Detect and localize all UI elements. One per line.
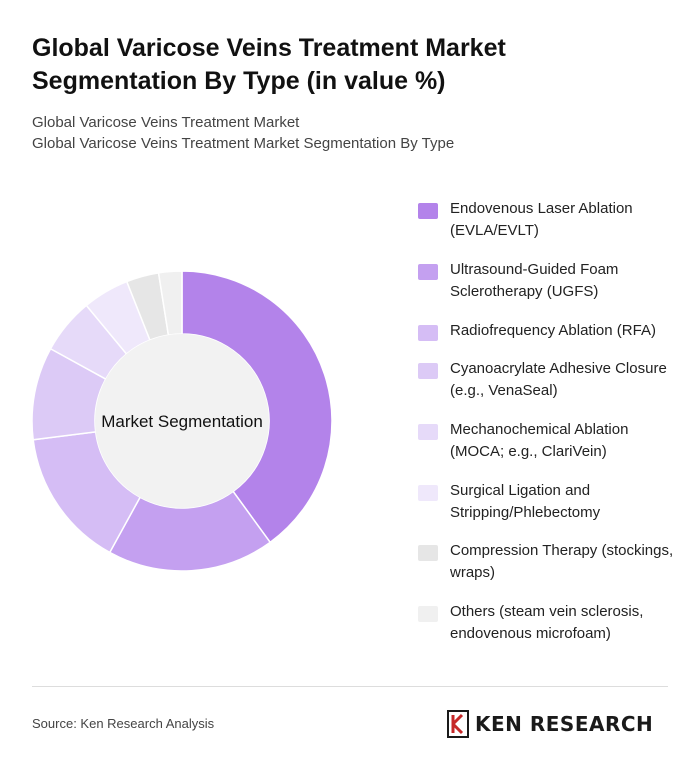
legend-item: Radiofrequency Ablation (RFA)	[418, 320, 688, 342]
legend-item: Cyanoacrylate Adhesive Closure (e.g., Ve…	[418, 358, 688, 402]
chart-subtitle-1: Global Varicose Veins Treatment Market	[32, 114, 300, 131]
legend-label: Others (steam vein sclerosis, endovenous…	[450, 603, 644, 642]
legend-swatch	[418, 485, 438, 501]
donut-center-label: Market Segmentation	[101, 412, 263, 431]
legend-swatch	[418, 606, 438, 622]
legend-item: Others (steam vein sclerosis, endovenous…	[418, 601, 688, 645]
chart-subtitle-2: Global Varicose Veins Treatment Market S…	[32, 135, 455, 152]
ken-research-logo: KEN RESEARCH	[447, 708, 669, 740]
legend-item: Endovenous Laser Ablation (EVLA/EVLT)	[418, 198, 688, 242]
legend-swatch	[418, 424, 438, 440]
legend-swatch	[418, 545, 438, 561]
logo-text: KEN RESEARCH	[475, 712, 654, 736]
legend-item: Mechanochemical Ablation (MOCA; e.g., Cl…	[418, 419, 688, 463]
legend-label: Ultrasound-Guided Foam Sclerotherapy (UG…	[450, 261, 619, 300]
legend-label: Surgical Ligation and Stripping/Phlebect…	[450, 482, 601, 521]
legend-label: Endovenous Laser Ablation (EVLA/EVLT)	[450, 200, 633, 239]
legend-label: Mechanochemical Ablation (MOCA; e.g., Cl…	[450, 421, 629, 460]
legend-label: Radiofrequency Ablation (RFA)	[450, 322, 656, 339]
chart-title: Global Varicose Veins Treatment Market S…	[32, 34, 506, 95]
legend-swatch	[418, 203, 438, 219]
legend-item: Compression Therapy (stockings, wraps)	[418, 540, 688, 584]
legend-item: Surgical Ligation and Stripping/Phlebect…	[418, 480, 688, 524]
legend-item: Ultrasound-Guided Foam Sclerotherapy (UG…	[418, 259, 688, 303]
legend-label: Cyanoacrylate Adhesive Closure (e.g., Ve…	[450, 360, 667, 399]
donut-chart: Market Segmentation	[31, 270, 333, 572]
legend-swatch	[418, 363, 438, 379]
legend-swatch	[418, 264, 438, 280]
donut-center	[95, 334, 269, 508]
legend-label: Compression Therapy (stockings, wraps)	[450, 542, 674, 581]
ken-research-logo-icon	[447, 710, 469, 738]
legend-swatch	[418, 325, 438, 341]
footer-divider	[32, 686, 668, 687]
source-note: Source: Ken Research Analysis	[32, 716, 215, 731]
